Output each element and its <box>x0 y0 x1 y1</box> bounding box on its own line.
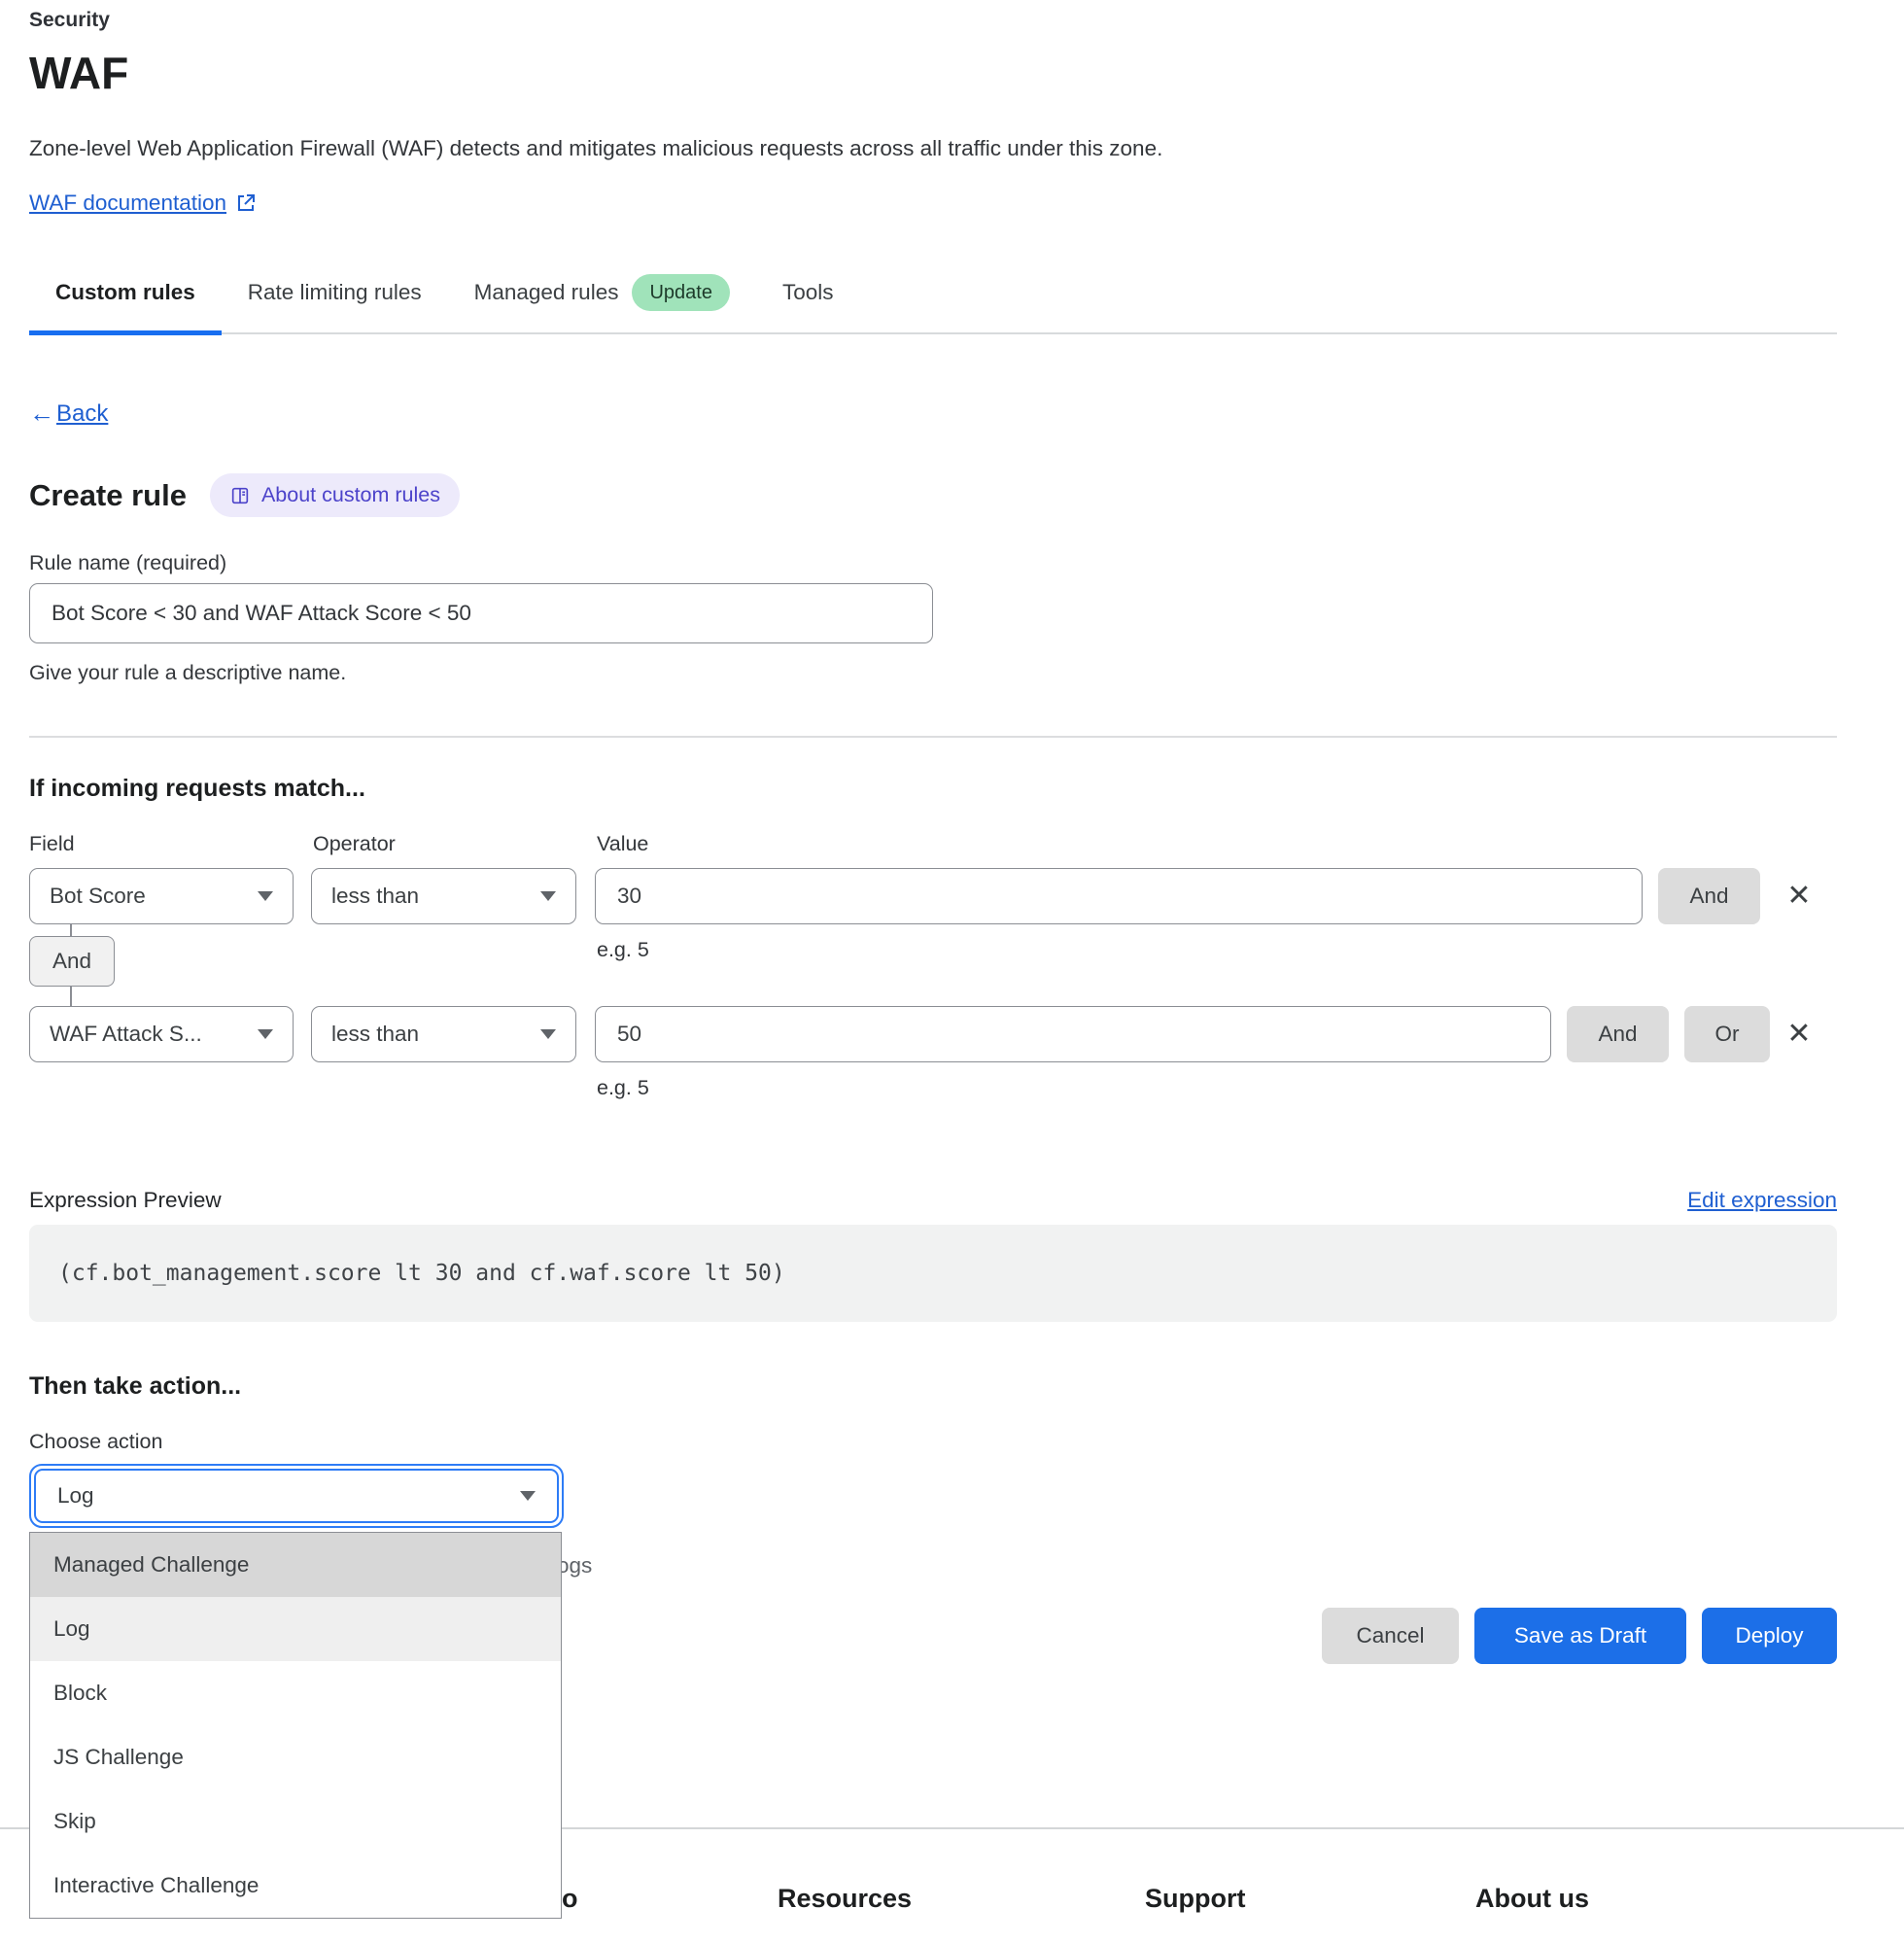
action-heading: Then take action... <box>29 1372 242 1400</box>
page-footer: Resources Support About us <box>0 1827 1904 1943</box>
remove-condition-icon-1[interactable]: ✕ <box>1783 868 1816 924</box>
match-heading: If incoming requests match... <box>29 775 365 802</box>
rule-name-helper: Give your rule a descriptive name. <box>29 661 347 684</box>
remove-condition-icon-2[interactable]: ✕ <box>1783 1006 1816 1062</box>
footer-column-about-us: About us <box>1475 1884 1589 1913</box>
field-select-1-value: Bot Score <box>50 884 146 908</box>
connector-line <box>70 924 72 936</box>
page-title: WAF <box>29 48 129 98</box>
menu-item-managed-challenge[interactable]: Managed Challenge <box>30 1533 561 1597</box>
field-select-2-value: WAF Attack S... <box>50 1022 202 1046</box>
chevron-down-icon <box>258 891 273 901</box>
operator-column-label: Operator <box>313 832 396 855</box>
about-custom-rules-link[interactable]: About custom rules <box>209 473 460 517</box>
rule-name-label: Rule name (required) <box>29 551 227 574</box>
external-link-icon <box>235 192 257 214</box>
tab-managed-rules[interactable]: Managed rules Update <box>448 274 756 332</box>
footer-column-resources: Resources <box>778 1884 913 1913</box>
tab-custom-rules[interactable]: Custom rules <box>29 274 222 335</box>
book-icon <box>229 485 251 506</box>
action-select-focus-ring: Log <box>29 1464 564 1528</box>
menu-item-interactive-challenge[interactable]: Interactive Challenge <box>30 1854 561 1918</box>
footer-column-support: Support <box>1145 1884 1246 1913</box>
form-actions: Cancel Save as Draft Deploy <box>29 1608 1837 1664</box>
action-select-wrap: Log Managed Challenge Log Block JS Chall… <box>29 1464 564 1919</box>
condition-connector: And e.g. 5 <box>29 924 1837 1006</box>
breadcrumb-security: Security <box>29 9 110 31</box>
add-or-condition-button-2[interactable]: Or <box>1684 1006 1770 1062</box>
save-as-draft-button[interactable]: Save as Draft <box>1474 1608 1686 1664</box>
action-select-value: Log <box>57 1483 94 1508</box>
condition-row-1: Bot Score less than And ✕ <box>29 868 1837 924</box>
waf-documentation-link[interactable]: WAF documentation <box>29 189 257 218</box>
value-column-label: Value <box>597 832 649 855</box>
chevron-down-icon <box>258 1029 273 1039</box>
edit-expression-link[interactable]: Edit expression <box>1687 1188 1837 1212</box>
value-input-1[interactable] <box>595 868 1643 924</box>
tab-rate-limiting-rules-label: Rate limiting rules <box>247 280 422 304</box>
condition-column-labels: Field Operator Value <box>29 831 1837 856</box>
tab-managed-rules-label: Managed rules <box>473 280 619 304</box>
value-input-2[interactable] <box>595 1006 1551 1062</box>
operator-select-1[interactable]: less than <box>311 868 576 924</box>
value-helper-1: e.g. 5 <box>597 938 649 961</box>
menu-item-skip[interactable]: Skip <box>30 1789 561 1854</box>
connector-line <box>70 987 72 1006</box>
back-link[interactable]: Back <box>56 399 109 427</box>
menu-item-js-challenge[interactable]: JS Challenge <box>30 1725 561 1789</box>
rule-name-input[interactable] <box>29 583 933 643</box>
operator-select-1-value: less than <box>331 884 420 908</box>
menu-item-block[interactable]: Block <box>30 1661 561 1725</box>
value-helper-2: e.g. 5 <box>597 1076 649 1099</box>
tab-custom-rules-label: Custom rules <box>55 280 195 304</box>
back-arrow-icon: ← <box>29 399 54 428</box>
expression-preview-label: Expression Preview <box>29 1188 222 1212</box>
operator-select-2-value: less than <box>331 1022 420 1046</box>
tab-bar: Custom rules Rate limiting rules Managed… <box>29 274 1837 335</box>
waf-documentation-link-label: WAF documentation <box>29 191 227 215</box>
chevron-down-icon <box>520 1491 536 1501</box>
deploy-button[interactable]: Deploy <box>1702 1608 1837 1664</box>
tab-tools-label: Tools <box>781 280 834 304</box>
chevron-down-icon <box>540 1029 556 1039</box>
occluded-footer-heading-fragment: o <box>562 1884 578 1913</box>
connector-and-toggle[interactable]: And <box>29 936 115 987</box>
add-and-condition-button-2[interactable]: And <box>1567 1006 1669 1062</box>
occluded-helper-text-fragment: ogs <box>557 1553 593 1578</box>
update-badge: Update <box>632 274 730 311</box>
about-custom-rules-label: About custom rules <box>260 483 440 506</box>
operator-select-2[interactable]: less than <box>311 1006 576 1062</box>
section-divider <box>29 736 1837 738</box>
add-and-condition-button-1[interactable]: And <box>1658 868 1760 924</box>
field-column-label: Field <box>29 832 75 855</box>
menu-item-log[interactable]: Log <box>30 1597 561 1661</box>
page-description: Zone-level Web Application Firewall (WAF… <box>29 136 1163 160</box>
chevron-down-icon <box>540 891 556 901</box>
create-rule-heading: Create rule <box>29 477 187 512</box>
action-dropdown-menu: Managed Challenge Log Block JS Challenge… <box>29 1532 562 1919</box>
choose-action-label: Choose action <box>29 1430 163 1453</box>
action-select[interactable]: Log <box>34 1469 559 1523</box>
condition-row-2: WAF Attack S... less than And Or ✕ <box>29 1006 1837 1062</box>
field-select-1[interactable]: Bot Score <box>29 868 294 924</box>
tab-rate-limiting-rules[interactable]: Rate limiting rules <box>222 274 448 332</box>
expression-preview-code: (cf.bot_management.score lt 30 and cf.wa… <box>29 1225 1837 1322</box>
cancel-button[interactable]: Cancel <box>1322 1608 1459 1664</box>
field-select-2[interactable]: WAF Attack S... <box>29 1006 294 1062</box>
tab-tools[interactable]: Tools <box>756 274 860 332</box>
